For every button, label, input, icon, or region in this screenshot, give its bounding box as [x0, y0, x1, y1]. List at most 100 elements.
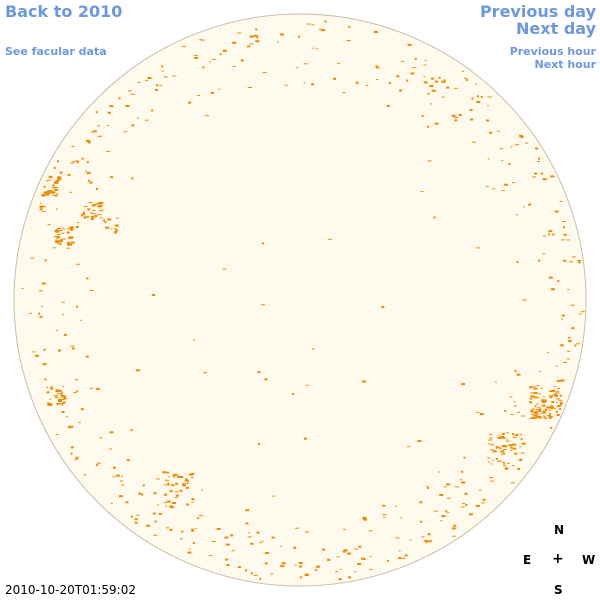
facular-spot: [337, 63, 340, 65]
facular-spot: [76, 222, 79, 223]
facular-spot: [55, 394, 58, 396]
facular-spot: [454, 117, 458, 118]
facular-spot: [72, 161, 76, 163]
facular-spot: [89, 290, 94, 291]
facular-spot: [83, 474, 87, 476]
facular-spot: [536, 403, 539, 405]
facular-spot: [70, 452, 73, 455]
facular-spot: [529, 386, 533, 389]
facular-spot: [30, 257, 35, 259]
facular-spot: [62, 401, 66, 404]
facular-spot: [304, 531, 309, 533]
facular-spot: [497, 436, 502, 439]
back-to-year-link[interactable]: Back to 2010: [5, 2, 123, 21]
facular-spot: [121, 484, 125, 486]
facular-spot: [534, 417, 537, 419]
facular-spot: [512, 443, 517, 446]
facular-spot: [535, 147, 538, 150]
facular-spot: [262, 71, 267, 73]
facular-spot: [253, 34, 258, 37]
next-day-link[interactable]: Next day: [516, 19, 596, 38]
next-hour-link[interactable]: Next hour: [534, 58, 597, 71]
facular-spot: [182, 484, 186, 487]
facular-spot: [529, 417, 533, 419]
previous-hour-link[interactable]: Previous hour: [509, 45, 596, 58]
facular-spot: [342, 550, 346, 553]
facular-spot: [144, 119, 149, 121]
facular-spot: [167, 471, 169, 474]
facular-spot: [460, 506, 465, 508]
facular-spot: [298, 562, 303, 564]
facular-spot: [87, 141, 91, 144]
facular-spot: [284, 84, 288, 86]
facular-spot: [181, 46, 186, 48]
facular-spot: [453, 524, 457, 527]
facular-spot: [548, 276, 553, 279]
facular-spot: [47, 404, 51, 406]
facular-spot: [292, 393, 295, 396]
facular-spot: [536, 397, 540, 399]
facular-spot: [56, 236, 59, 239]
facular-spot: [366, 85, 368, 86]
facular-spot: [506, 432, 509, 434]
facular-spot: [346, 40, 351, 41]
facular-spot: [106, 125, 109, 126]
facular-spot: [546, 406, 551, 409]
facular-spot: [97, 135, 102, 137]
facular-spot: [519, 134, 524, 137]
facular-spot: [59, 171, 63, 174]
facular-spot: [256, 531, 260, 534]
facular-spot: [187, 551, 192, 554]
facular-spot: [97, 125, 100, 127]
facular-spot: [298, 35, 301, 38]
facular-spot: [541, 172, 544, 175]
facular-spot: [86, 139, 90, 142]
facular-spot: [166, 500, 171, 503]
facular-spot: [167, 482, 170, 485]
facular-spot: [335, 571, 339, 573]
facular-spot: [70, 228, 74, 231]
facular-spot: [190, 477, 194, 478]
facular-spot: [417, 440, 422, 443]
facular-spot: [222, 268, 227, 270]
facular-spot: [510, 449, 513, 451]
facular-spot: [487, 457, 491, 459]
facular-spot: [312, 348, 315, 350]
facular-spot: [501, 436, 506, 439]
facular-spot: [153, 492, 157, 495]
facular-spot: [141, 493, 144, 496]
facular-spot: [76, 305, 79, 308]
facular-spot: [515, 144, 519, 146]
facular-spot: [165, 505, 168, 507]
facular-spot: [66, 231, 70, 234]
facular-spot: [519, 458, 523, 461]
facular-spot: [316, 48, 319, 50]
facular-spot: [90, 218, 94, 220]
facular-spot: [542, 411, 547, 414]
facular-spot: [504, 467, 508, 470]
facular-spot: [431, 77, 434, 80]
facular-spot: [333, 77, 337, 80]
facular-spot: [563, 226, 565, 229]
facular-spot: [425, 541, 428, 544]
facular-spot: [533, 411, 538, 414]
facular-spot: [566, 358, 570, 360]
facular-spot: [376, 79, 379, 80]
see-facular-data-link[interactable]: See facular data: [5, 45, 107, 58]
facular-spot: [66, 416, 69, 418]
facular-spot: [501, 160, 504, 161]
facular-spot: [90, 131, 94, 133]
facular-spot: [316, 565, 320, 568]
facular-spot: [558, 399, 563, 401]
facular-spot: [556, 414, 560, 416]
facular-spot: [516, 214, 518, 216]
facular-spot: [69, 226, 74, 229]
facular-spot: [176, 474, 179, 476]
facular-spot: [504, 410, 507, 413]
facular-spot: [429, 103, 432, 105]
facular-spot: [53, 166, 56, 169]
previous-day-link[interactable]: Previous day: [479, 2, 596, 21]
facular-spot: [57, 403, 61, 405]
facular-spot: [97, 202, 100, 204]
facular-spot: [568, 336, 571, 339]
